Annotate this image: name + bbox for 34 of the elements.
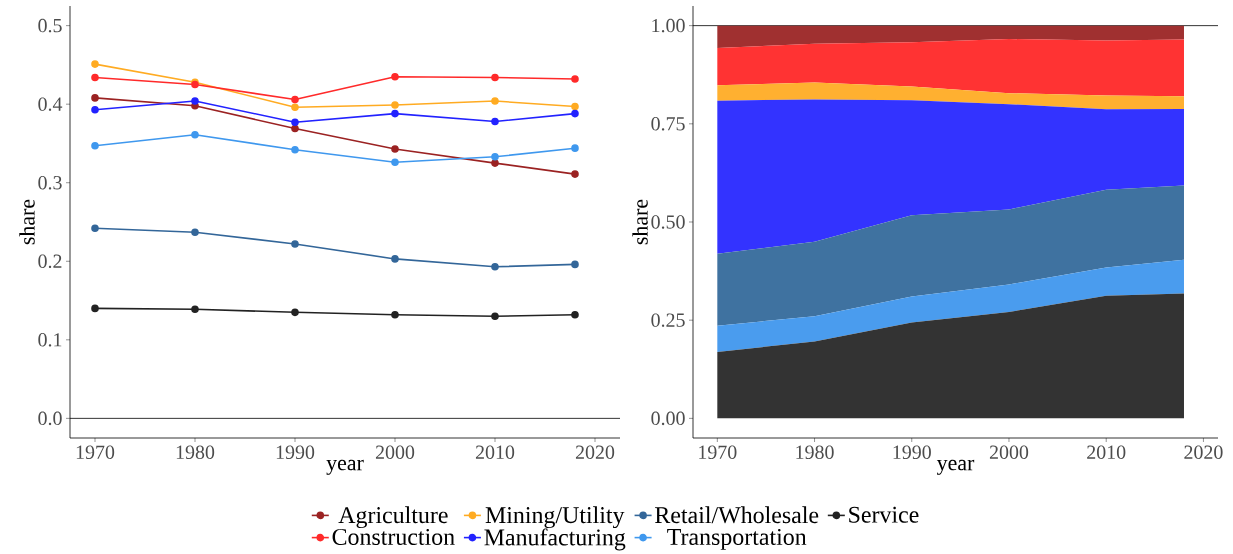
x-tick-label: 2010 <box>1087 445 1126 459</box>
y-axis-title: share <box>19 199 35 245</box>
y-tick-label: 0.0 <box>38 411 62 426</box>
y-tick-label: 0.75 <box>651 117 685 131</box>
x-axis-title: year <box>936 459 975 475</box>
legend-label: Service <box>849 506 919 523</box>
y-tick-label: 0.1 <box>38 333 62 347</box>
y-tick-label: 0.50 <box>651 215 685 229</box>
y-axis-title: share <box>632 199 648 245</box>
y-tick-label: 0.25 <box>651 313 685 327</box>
legend-label: Manufacturing <box>484 528 626 551</box>
y-tick-label: 0.4 <box>38 97 63 111</box>
legend-label: Agriculture <box>338 506 448 529</box>
y-tick-label: 0.5 <box>38 18 62 33</box>
legend-label: Construction <box>332 528 455 545</box>
x-tick-label: 2020 <box>575 445 615 459</box>
legend-label: Transportation <box>667 528 807 550</box>
x-tick-label: 1980 <box>796 445 834 459</box>
y-tick-label: 0.2 <box>38 254 62 269</box>
x-tick-label: 1970 <box>699 445 737 459</box>
legend-label: Mining/Utility <box>485 506 625 529</box>
y-tick-label: 0.00 <box>651 411 685 426</box>
x-tick-label: 2020 <box>1184 445 1223 459</box>
x-tick-label: 1990 <box>893 445 931 459</box>
x-tick-label: 1980 <box>176 445 215 459</box>
x-tick-label: 1990 <box>276 445 315 459</box>
x-tick-label: 2000 <box>375 445 415 459</box>
x-tick-label: 1970 <box>76 445 115 459</box>
x-axis-title: year <box>326 459 364 475</box>
y-tick-label: 0.3 <box>38 175 62 190</box>
y-tick-label: 1.00 <box>652 18 685 33</box>
legend-label: Retail/Wholesale <box>655 506 819 524</box>
x-tick-label: 2000 <box>989 445 1029 459</box>
x-tick-label: 2010 <box>475 445 515 459</box>
